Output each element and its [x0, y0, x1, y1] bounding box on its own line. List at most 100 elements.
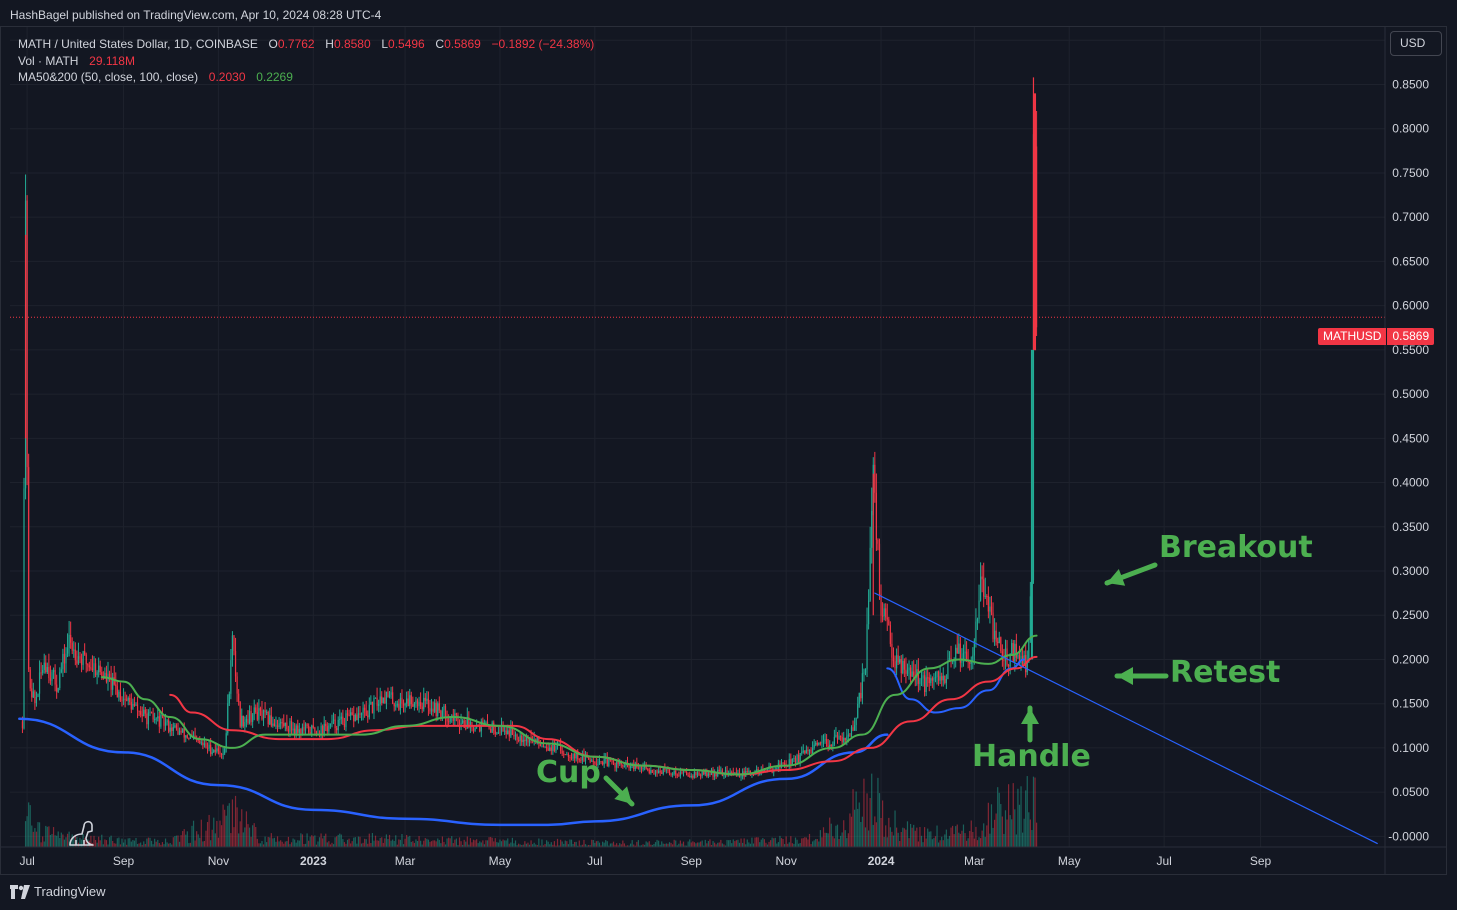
candle-body: [1012, 643, 1014, 662]
candle-body: [239, 701, 241, 727]
volume-bar: [631, 840, 633, 847]
volume-bar: [701, 840, 703, 847]
candle-body: [370, 701, 372, 705]
candle-body: [68, 634, 70, 649]
volume-bar: [196, 831, 198, 847]
candle-body: [597, 763, 599, 765]
candle-body: [675, 770, 677, 775]
volume-bar: [535, 844, 537, 847]
candle-body: [468, 716, 470, 728]
price-tag-value: 0.5869: [1387, 328, 1435, 345]
volume-bar: [723, 844, 725, 847]
volume-bar: [574, 841, 576, 847]
volume-bar: [550, 842, 552, 847]
time-tick-label: Jul: [587, 854, 602, 868]
volume-bar: [524, 841, 526, 847]
candle-body: [220, 754, 223, 756]
price-axis[interactable]: 0.90000.85000.80000.75000.70000.65000.60…: [1384, 27, 1429, 874]
breakout-arrow: [1104, 562, 1158, 586]
candle-body: [488, 725, 490, 729]
volume-bar: [468, 844, 470, 847]
candle-body: [136, 704, 139, 711]
volume-bar: [611, 843, 613, 847]
candle-body: [916, 669, 918, 678]
candle-body: [853, 725, 856, 731]
candle-body: [378, 703, 380, 706]
volume-bar: [80, 839, 83, 847]
volume-bar: [715, 844, 717, 847]
candle-body: [908, 667, 910, 671]
volume-bar: [563, 843, 565, 847]
ma-legend-row[interactable]: MA50&200 (50, close, 100, close) 0.2030 …: [18, 69, 594, 86]
volume-bar: [883, 837, 885, 847]
candle-body: [892, 657, 895, 662]
volume-bar: [947, 838, 949, 847]
candle-body: [718, 769, 720, 771]
candle-body: [640, 766, 643, 770]
volume-bar: [928, 831, 930, 847]
time-tick-label: Sep: [681, 854, 703, 868]
volume-bar: [368, 833, 370, 847]
volume-bar: [662, 843, 664, 847]
volume-bar: [690, 842, 692, 847]
volume-bar: [497, 842, 500, 847]
volume-bar: [998, 792, 1000, 847]
candle-body: [395, 705, 397, 707]
volume-bar: [38, 822, 41, 847]
candle-body: [276, 725, 279, 727]
time-tick-label: Sep: [113, 854, 135, 868]
volume-bar: [541, 839, 543, 847]
breakout-annotation: Breakout: [1159, 530, 1313, 565]
candle-body: [790, 759, 792, 766]
volume-bar: [219, 820, 221, 847]
volume-bar: [315, 844, 318, 847]
volume-bar: [881, 800, 884, 847]
candle-body: [116, 686, 118, 698]
volume-bar: [714, 842, 716, 847]
candle-body: [656, 770, 658, 774]
candle-body: [242, 715, 244, 727]
candle-body: [108, 673, 111, 678]
volume-bar: [102, 844, 104, 847]
candle-body: [566, 754, 568, 756]
close-label: C: [435, 37, 445, 51]
volume-bar: [614, 844, 616, 847]
volume-bar: [295, 842, 297, 847]
tradingview-logo-icon: [10, 884, 30, 899]
volume-bar: [485, 840, 487, 847]
volume-bar: [332, 844, 335, 847]
volume-bar: [360, 843, 363, 847]
symbol-legend-row[interactable]: MATH / United States Dollar, 1D, COINBAS…: [18, 36, 594, 53]
candle-body: [976, 619, 979, 622]
cup-annotation: Cup: [536, 755, 601, 790]
candle-body: [810, 749, 812, 754]
candle-body: [766, 769, 769, 771]
candle-body: [1007, 665, 1010, 667]
volume-bar: [231, 799, 234, 847]
candle-body: [637, 767, 639, 769]
volume-bar: [955, 826, 957, 847]
volume-bar: [339, 833, 341, 847]
candle-body: [1011, 643, 1013, 655]
candle-body: [519, 735, 521, 741]
tradingview-logo[interactable]: TradingView: [10, 884, 106, 899]
candle-body: [342, 716, 344, 724]
volume-bar: [670, 842, 672, 847]
volume-bar: [178, 841, 181, 847]
volume-bar: [760, 839, 762, 847]
volume-bar: [79, 837, 81, 847]
currency-button[interactable]: USD: [1390, 31, 1442, 56]
candle-body: [29, 669, 31, 689]
volume-bar: [628, 845, 630, 847]
volume-legend-row[interactable]: Vol · MATH 29.118M: [18, 53, 594, 70]
candle-body: [801, 752, 803, 754]
candle-body: [65, 653, 67, 664]
volume-bar: [916, 827, 918, 847]
volume-bar: [318, 837, 321, 847]
volume-bar: [510, 842, 512, 847]
time-axis[interactable]: Jul Sep Nov 2023 Mar May Jul Sep Nov 2024 Mar May Ju…: [0, 846, 1446, 868]
candle-body: [589, 759, 591, 762]
volume-bar: [328, 841, 330, 847]
time-tick-label: 2023: [300, 854, 327, 868]
